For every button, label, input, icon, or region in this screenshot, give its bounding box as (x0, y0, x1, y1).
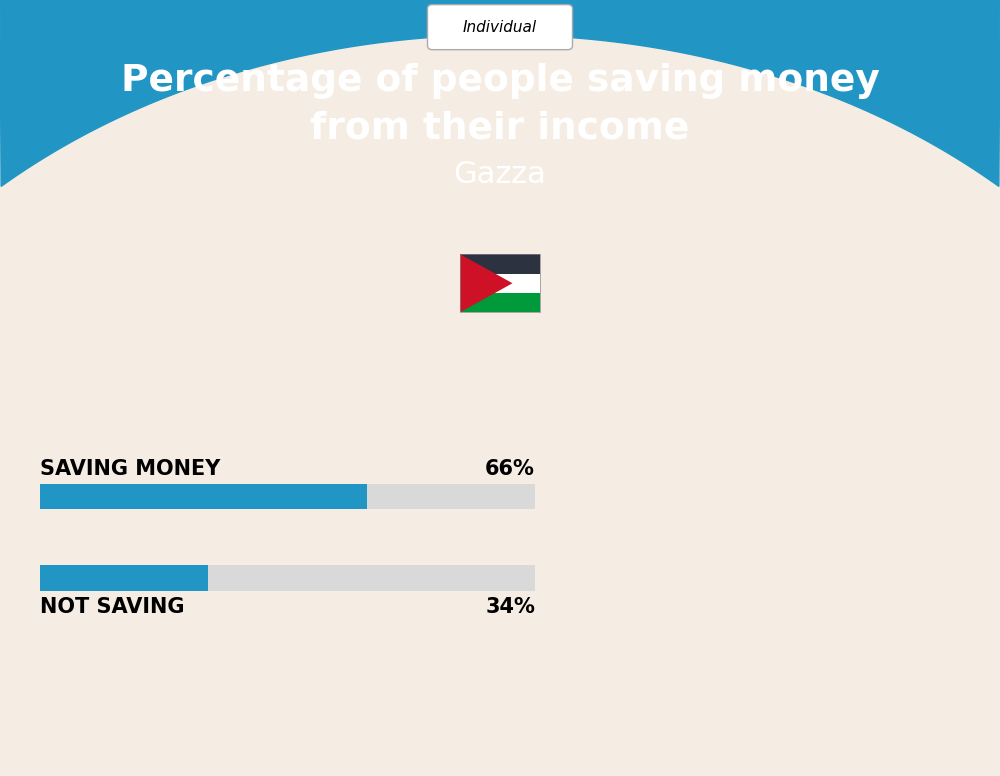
Text: Individual: Individual (463, 19, 537, 35)
Bar (460, 255, 540, 312)
Bar (40, 565, 208, 591)
Bar (40, 565, 535, 591)
Bar (460, 255, 540, 273)
Text: Percentage of people saving money: Percentage of people saving money (121, 64, 879, 99)
Text: NOT SAVING: NOT SAVING (40, 597, 184, 617)
Text: SAVING MONEY: SAVING MONEY (40, 459, 220, 480)
Text: 34%: 34% (485, 597, 535, 617)
Text: 66%: 66% (485, 459, 535, 480)
Polygon shape (0, 0, 1000, 186)
Polygon shape (460, 255, 513, 312)
Bar (40, 484, 535, 510)
Text: from their income: from their income (310, 110, 690, 146)
Text: Gazza: Gazza (454, 160, 546, 189)
Bar (40, 484, 367, 510)
Bar (460, 273, 540, 293)
FancyBboxPatch shape (428, 5, 572, 50)
Bar (460, 293, 540, 312)
